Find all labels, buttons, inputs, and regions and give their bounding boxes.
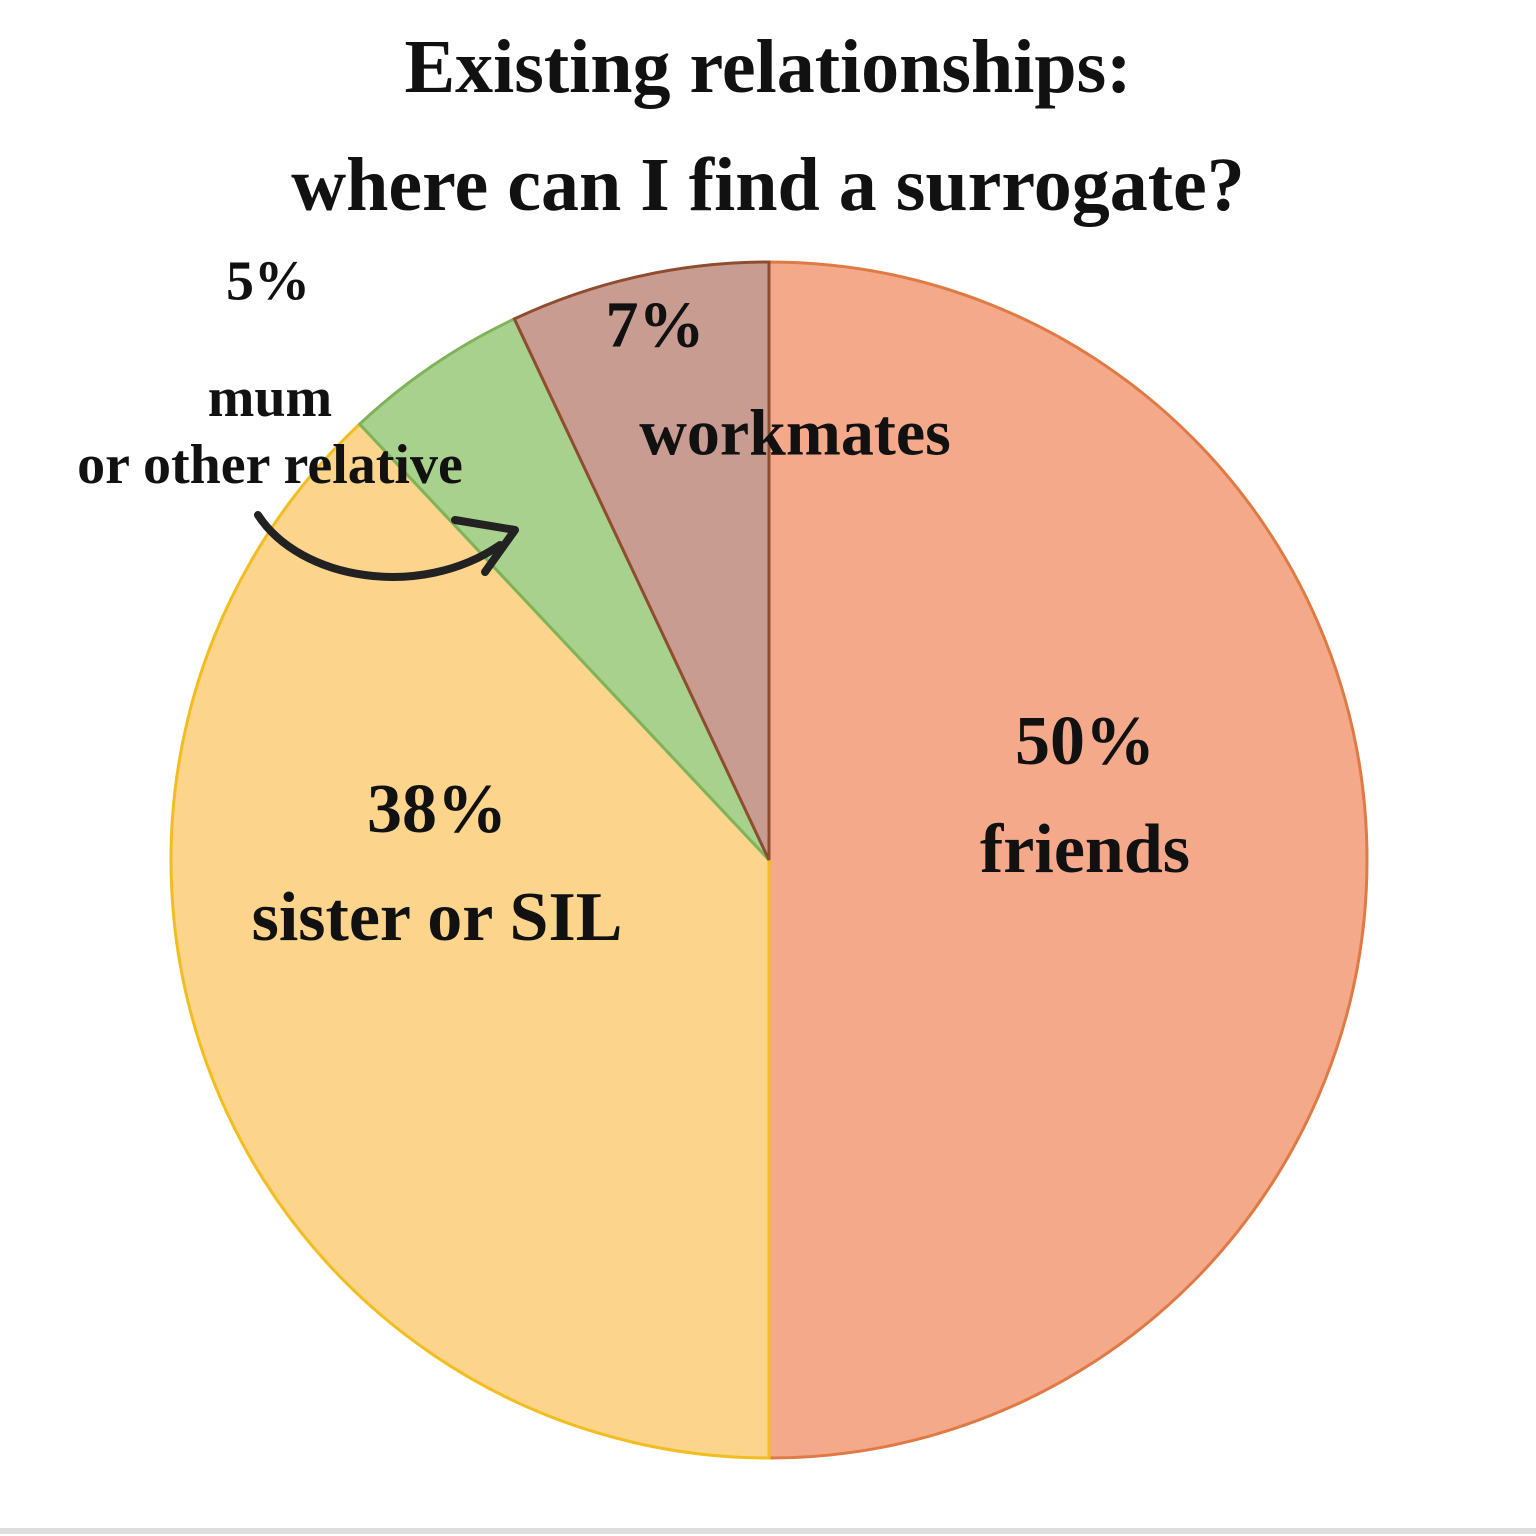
- value-label: 50%: [1015, 703, 1155, 780]
- pie-slice: [169, 421, 771, 1460]
- value-label: 5%: [226, 250, 310, 313]
- value-label: 38%: [367, 771, 507, 848]
- category-label: workmates: [639, 396, 951, 470]
- pie-slice: [357, 316, 771, 862]
- chart-title: Existing relationships: where can I find…: [291, 25, 1245, 227]
- value-label: 7%: [605, 288, 705, 362]
- category-label: mum or other relative: [77, 366, 463, 496]
- category-label: friends: [980, 811, 1190, 888]
- category-label: sister or SIL: [251, 879, 623, 956]
- pie-slice: [512, 260, 771, 861]
- pie-slice: [767, 260, 1369, 1460]
